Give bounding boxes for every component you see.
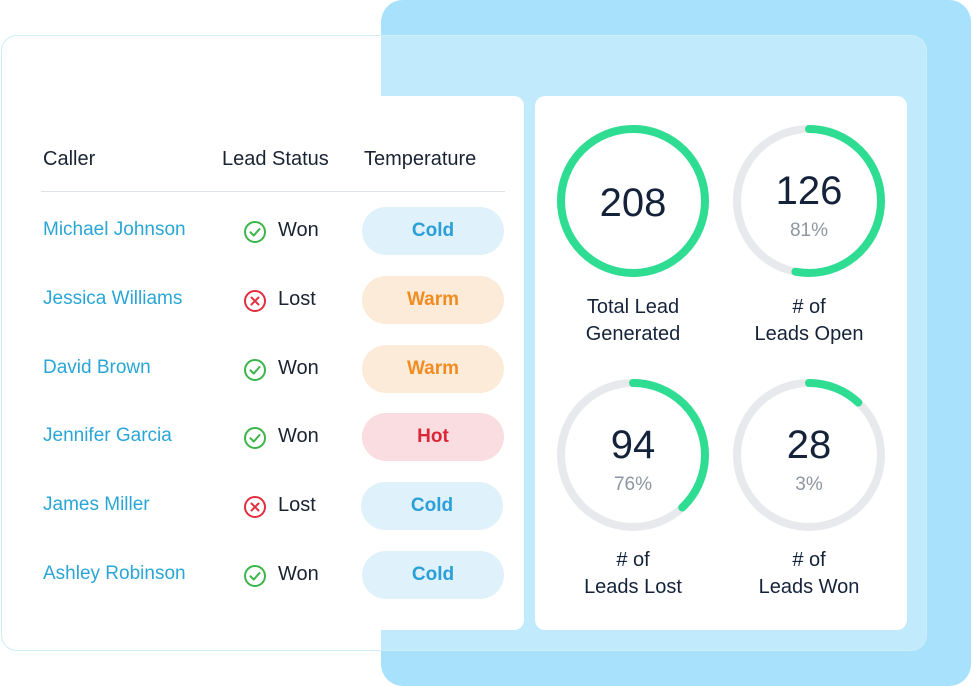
gauge-ring [557, 379, 709, 531]
lead-status: Lost [278, 288, 316, 310]
lead-status: Lost [278, 494, 316, 516]
x-circle-icon [244, 496, 266, 518]
temperature-badge: Warm [362, 276, 504, 324]
gauge-ring [733, 379, 885, 531]
gauge-ring [557, 125, 709, 277]
table-row: Michael Johnson Won Cold [0, 207, 524, 255]
gauge-progress-arc [733, 125, 885, 277]
gauge-percent: 76% [613, 474, 653, 495]
gauge-label-line: Leads Won [758, 576, 860, 598]
gauge-label: Total Lead Generated [533, 294, 733, 348]
gauge-label-line: # of [792, 296, 826, 318]
gauge-label: # of Leads Open [709, 294, 909, 348]
gauge-value: 28 [786, 423, 832, 467]
table-row: Jennifer Garcia Won Hot [0, 413, 524, 461]
lead-status: Won [278, 425, 319, 447]
gauge-value: 126 [775, 169, 843, 213]
gauge-label-line: Leads Lost [584, 576, 682, 598]
lead-status: Won [278, 219, 319, 241]
gauge-ring [733, 125, 885, 277]
caller-name[interactable]: David Brown [43, 357, 151, 378]
check-circle-icon [244, 427, 266, 449]
gauge-label-line: Generated [585, 323, 681, 345]
table-row: David Brown Won Warm [0, 345, 524, 393]
check-circle-icon [244, 565, 266, 587]
table-row: James Miller Lost Cold [0, 482, 524, 530]
check-circle-icon [244, 359, 266, 381]
temperature-badge: Cold [362, 551, 504, 599]
gauge-progress-arc [557, 379, 709, 531]
gauge-leads-open: 126 81% [729, 121, 889, 281]
table-row: Jessica Williams Lost Warm [0, 276, 524, 324]
check-circle-icon [244, 221, 266, 243]
gauge-value: 208 [599, 181, 667, 225]
gauge-total-leads: 208 [553, 121, 713, 281]
temperature-badge: Cold [362, 207, 504, 255]
column-header-caller: Caller [43, 148, 96, 170]
header-divider [41, 191, 505, 192]
table-row: Ashley Robinson Won Cold [0, 551, 524, 599]
gauge-label-line: Leads Open [754, 323, 864, 345]
column-header-temperature: Temperature [364, 148, 477, 170]
caller-name[interactable]: Michael Johnson [43, 219, 186, 240]
column-header-lead-status: Lead Status [222, 148, 329, 170]
lead-status: Won [278, 563, 319, 585]
gauge-label-line: # of [616, 549, 650, 571]
gauge-progress-arc [733, 379, 885, 531]
gauge-label-line: # of [792, 549, 826, 571]
lead-status: Won [278, 357, 319, 379]
x-circle-icon [244, 290, 266, 312]
gauge-percent: 81% [789, 220, 829, 241]
temperature-badge: Hot [362, 413, 504, 461]
gauge-label: # of Leads Lost [533, 547, 733, 601]
gauge-label: # of Leads Won [709, 547, 909, 601]
caller-name[interactable]: Jessica Williams [43, 288, 183, 309]
temperature-badge: Warm [362, 345, 504, 393]
gauge-leads-lost: 94 76% [553, 375, 713, 535]
gauge-percent: 3% [795, 474, 823, 495]
gauge-value: 94 [610, 423, 656, 467]
caller-name[interactable]: James Miller [43, 494, 150, 515]
temperature-badge: Cold [361, 482, 503, 530]
gauge-label-line: Total Lead [586, 296, 680, 318]
lead-stats-card [535, 96, 907, 630]
caller-name[interactable]: Ashley Robinson [43, 563, 186, 584]
gauge-progress-arc [557, 125, 709, 277]
gauge-leads-won: 28 3% [729, 375, 889, 535]
caller-name[interactable]: Jennifer Garcia [43, 425, 172, 446]
